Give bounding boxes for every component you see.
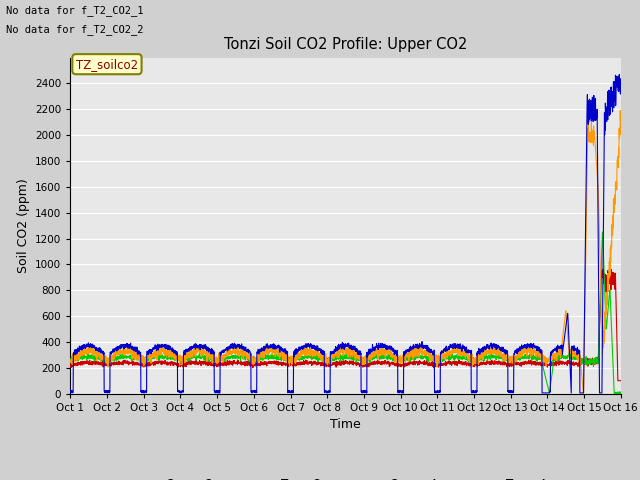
Text: No data for f_T2_CO2_2: No data for f_T2_CO2_2 xyxy=(6,24,144,35)
Legend: Open -2cm, Tree -2cm, Open -4cm, Tree -4cm: Open -2cm, Tree -2cm, Open -4cm, Tree -4… xyxy=(122,473,569,480)
Title: Tonzi Soil CO2 Profile: Upper CO2: Tonzi Soil CO2 Profile: Upper CO2 xyxy=(224,37,467,52)
Y-axis label: Soil CO2 (ppm): Soil CO2 (ppm) xyxy=(17,178,29,273)
Text: TZ_soilco2: TZ_soilco2 xyxy=(76,58,138,71)
Text: No data for f_T2_CO2_1: No data for f_T2_CO2_1 xyxy=(6,5,144,16)
X-axis label: Time: Time xyxy=(330,418,361,431)
